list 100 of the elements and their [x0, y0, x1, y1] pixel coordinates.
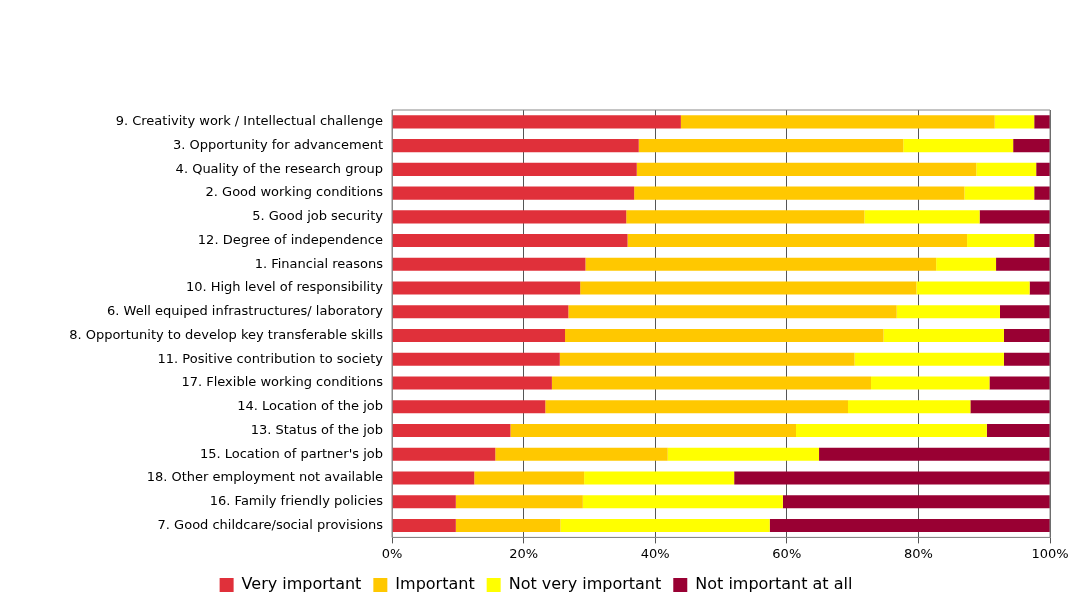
bar: [392, 139, 639, 153]
bar: [1034, 186, 1050, 200]
bar: [796, 424, 987, 438]
bar: [782, 495, 1050, 509]
bar: [847, 400, 971, 414]
bar: [392, 471, 475, 485]
bar: [1029, 281, 1050, 295]
legend-label: Important: [395, 574, 475, 594]
bar: [903, 139, 1014, 153]
y-tick-label: 9. Creativity work / Intellectual challenge: [115, 113, 383, 129]
bar: [634, 186, 965, 200]
x-tick-label: 20%: [509, 545, 539, 561]
y-tick-label: 12. Degree of independence: [197, 231, 383, 247]
bar: [565, 329, 884, 343]
bar: [979, 210, 1050, 224]
bar: [636, 162, 977, 176]
bar: [582, 495, 783, 509]
y-tick-label: 3. Opportunity for advancement: [173, 136, 383, 152]
bar: [1003, 329, 1050, 343]
bar: [455, 495, 583, 509]
bar: [1003, 352, 1050, 366]
y-tick-label: 4. Quality of the research group: [175, 160, 383, 176]
bar: [392, 519, 456, 533]
bar: [996, 257, 1050, 271]
bar: [994, 115, 1035, 129]
bar: [627, 234, 968, 248]
y-tick-label: 6. Well equiped infrastructures/ laboratory: [107, 303, 384, 319]
bar: [392, 210, 627, 224]
bar: [455, 519, 561, 533]
x-tick-label: 0%: [381, 545, 403, 561]
bar: [626, 210, 865, 224]
y-tick-label: 11. Positive contribution to society: [157, 350, 384, 366]
x-tick-label: 60%: [772, 545, 802, 561]
y-tick-label: 15. Location of partner's job: [199, 445, 383, 461]
bar: [392, 234, 628, 248]
bar: [392, 424, 511, 438]
y-tick-label: 1. Financial reasons: [254, 255, 384, 271]
bar: [1034, 234, 1050, 248]
bar: [580, 281, 917, 295]
bar: [392, 162, 637, 176]
y-tick-label: 13. Status of the job: [250, 421, 383, 437]
bar: [392, 281, 581, 295]
bar: [883, 329, 1004, 343]
y-tick-label: 18. Other employment not available: [146, 469, 383, 485]
bar: [970, 400, 1050, 414]
bar: [734, 471, 1050, 485]
bar: [560, 519, 770, 533]
legend-label: Not important at all: [695, 574, 853, 594]
bar: [667, 447, 820, 461]
x-tick-label: 80%: [903, 545, 933, 561]
y-tick-label: 5. Good job security: [252, 208, 384, 224]
bar: [392, 329, 566, 343]
bar: [474, 471, 585, 485]
bar: [392, 495, 456, 509]
bar: [680, 115, 995, 129]
bar: [392, 186, 635, 200]
legend-label: Not very important: [508, 574, 662, 594]
bar: [967, 234, 1035, 248]
bar: [964, 186, 1035, 200]
legend-label: Very important: [241, 574, 362, 594]
bar: [638, 139, 904, 153]
y-tick-label: 17. Flexible working conditions: [181, 374, 384, 390]
bar: [392, 447, 496, 461]
bar: [392, 376, 552, 390]
bar: [1013, 139, 1050, 153]
bar: [936, 257, 997, 271]
bar: [1034, 115, 1050, 129]
bar: [871, 376, 990, 390]
bar: [819, 447, 1050, 461]
bar: [392, 352, 560, 366]
y-tick-label: 8. Opportunity to develop key transferable skills: [69, 326, 384, 342]
bar: [510, 424, 797, 438]
bar: [568, 305, 897, 319]
bar: [989, 376, 1050, 390]
bar: [495, 447, 668, 461]
bar: [999, 305, 1050, 319]
bar: [864, 210, 980, 224]
x-tick-label: 40%: [640, 545, 670, 561]
bar: [896, 305, 1000, 319]
bar: [986, 424, 1050, 438]
bar: [854, 352, 1004, 366]
bar: [584, 471, 735, 485]
x-tick-label: 100%: [1031, 545, 1069, 561]
bar: [1036, 162, 1050, 176]
bar: [769, 519, 1050, 533]
bar: [392, 115, 681, 129]
y-tick-label: 14. Location of the job: [237, 398, 383, 414]
bar: [392, 257, 586, 271]
bar: [545, 400, 848, 414]
bar: [392, 305, 569, 319]
bar: [976, 162, 1037, 176]
bar: [916, 281, 1030, 295]
bar: [392, 400, 546, 414]
bar: [551, 376, 872, 390]
bar: [585, 257, 937, 271]
y-tick-label: 10. High level of responsibility: [185, 279, 384, 295]
y-tick-label: 7. Good childcare/social provisions: [157, 516, 384, 532]
y-tick-label: 2. Good working conditions: [205, 184, 384, 200]
bar: [559, 352, 855, 366]
y-tick-label: 16. Family friendly policies: [209, 493, 384, 509]
